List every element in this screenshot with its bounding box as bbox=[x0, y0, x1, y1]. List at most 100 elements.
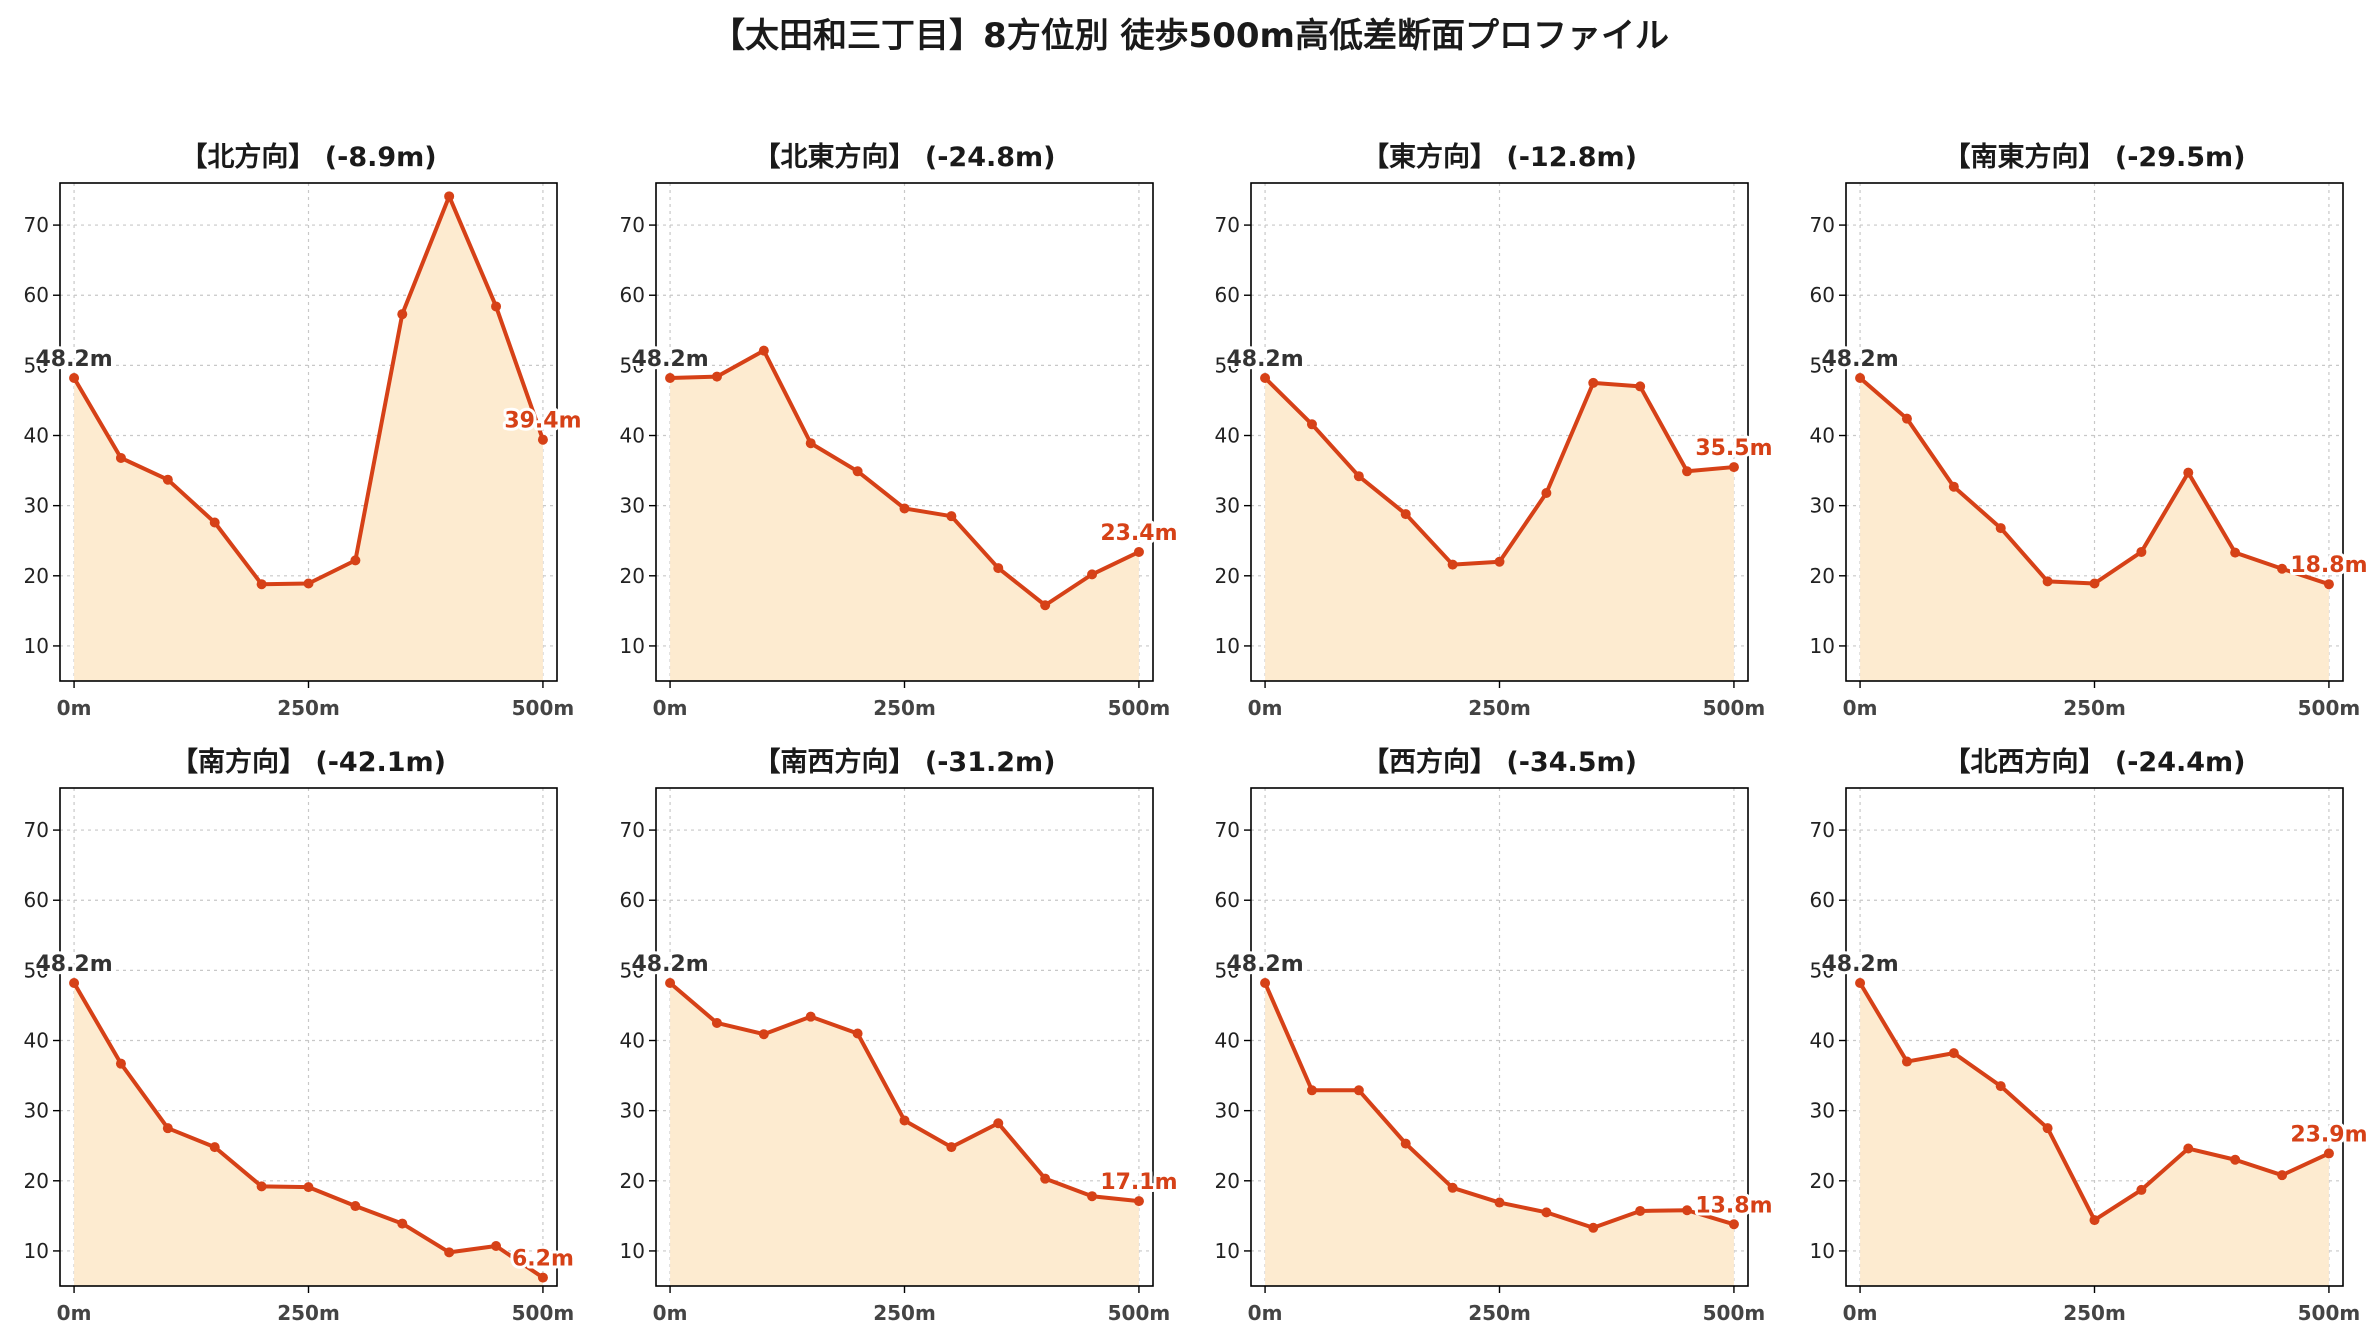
data-point bbox=[162, 474, 173, 485]
y-tick-label: 10 bbox=[620, 1239, 645, 1263]
x-tick-label: 0m bbox=[1843, 696, 1878, 720]
panel-title: 【北方向】 (-8.9m) bbox=[180, 141, 436, 173]
data-point bbox=[256, 1181, 267, 1192]
y-tick-label: 60 bbox=[24, 888, 49, 912]
data-point bbox=[1995, 523, 2006, 534]
data-point bbox=[1494, 556, 1505, 567]
data-point bbox=[1588, 377, 1599, 388]
area-fill bbox=[1265, 377, 1734, 681]
data-point bbox=[1260, 977, 1271, 988]
y-tick-label: 40 bbox=[620, 424, 645, 448]
data-point bbox=[303, 578, 314, 589]
x-tick-label: 0m bbox=[653, 1301, 688, 1325]
start-value-label: 48.2m bbox=[35, 952, 112, 977]
area-fill bbox=[670, 350, 1139, 681]
data-point bbox=[2230, 547, 2241, 558]
y-tick-label: 10 bbox=[1810, 634, 1835, 658]
area-fill bbox=[74, 982, 543, 1286]
data-point bbox=[2042, 576, 2053, 587]
y-tick-label: 70 bbox=[1215, 818, 1240, 842]
y-tick-label: 20 bbox=[24, 564, 49, 588]
area-fill bbox=[1265, 982, 1734, 1286]
data-point bbox=[758, 1029, 769, 1040]
y-tick-label: 70 bbox=[24, 213, 49, 237]
data-point bbox=[1306, 419, 1317, 430]
x-tick-label: 250m bbox=[1468, 696, 1531, 720]
x-tick-label: 500m bbox=[1108, 1301, 1171, 1325]
data-point bbox=[444, 1247, 455, 1258]
data-point bbox=[69, 977, 80, 988]
x-tick-label: 0m bbox=[1248, 696, 1283, 720]
y-tick-label: 30 bbox=[1215, 494, 1240, 518]
panel-title: 【北西方向】 (-24.4m) bbox=[1943, 746, 2245, 778]
data-point bbox=[665, 977, 676, 988]
end-value-label: 39.4m bbox=[504, 409, 581, 434]
data-point bbox=[1728, 1219, 1739, 1230]
data-point bbox=[1541, 1207, 1552, 1218]
data-point bbox=[1087, 1191, 1098, 1202]
x-tick-label: 250m bbox=[873, 1301, 936, 1325]
data-point bbox=[852, 466, 863, 477]
x-tick-label: 250m bbox=[2063, 696, 2126, 720]
area-fill bbox=[74, 196, 543, 681]
y-tick-label: 60 bbox=[1810, 888, 1835, 912]
y-tick-label: 70 bbox=[1810, 818, 1835, 842]
y-tick-label: 10 bbox=[24, 1239, 49, 1263]
y-tick-label: 50 bbox=[620, 353, 645, 377]
end-value-label: 6.2m bbox=[512, 1247, 574, 1272]
data-point bbox=[805, 438, 816, 449]
panel-1: 【北東方向】 (-24.8m) 10 20 30 40 50 60 70 0m 250m 500m 4… bbox=[620, 141, 1181, 720]
start-value-label: 48.2m bbox=[1821, 347, 1898, 372]
data-point bbox=[1728, 462, 1739, 473]
y-tick-label: 50 bbox=[24, 958, 49, 982]
data-point bbox=[665, 372, 676, 383]
data-point bbox=[1040, 1173, 1051, 1184]
y-tick-label: 60 bbox=[1215, 283, 1240, 307]
y-tick-label: 50 bbox=[1215, 958, 1240, 982]
start-value-label: 48.2m bbox=[1226, 952, 1303, 977]
y-tick-label: 50 bbox=[1810, 958, 1835, 982]
x-tick-label: 250m bbox=[277, 696, 340, 720]
data-point bbox=[2136, 1184, 2147, 1195]
y-tick-label: 70 bbox=[1215, 213, 1240, 237]
data-point bbox=[1682, 1205, 1693, 1216]
y-tick-label: 50 bbox=[1810, 353, 1835, 377]
y-tick-label: 10 bbox=[24, 634, 49, 658]
data-point bbox=[1901, 413, 1912, 424]
area-fill bbox=[1860, 982, 2329, 1286]
start-value-label: 48.2m bbox=[631, 952, 708, 977]
data-point bbox=[758, 345, 769, 356]
x-tick-label: 500m bbox=[1703, 1301, 1766, 1325]
panel-5: 【南西方向】 (-31.2m) 10 20 30 40 50 60 70 0m 250m 500m 4… bbox=[620, 746, 1181, 1325]
y-tick-label: 10 bbox=[620, 634, 645, 658]
data-point bbox=[115, 1058, 126, 1069]
y-tick-label: 40 bbox=[1810, 1029, 1835, 1053]
data-point bbox=[1541, 488, 1552, 499]
area-fill bbox=[670, 982, 1139, 1286]
y-tick-label: 20 bbox=[1215, 1169, 1240, 1193]
y-tick-label: 40 bbox=[1215, 1029, 1240, 1053]
y-tick-label: 30 bbox=[24, 1099, 49, 1123]
x-tick-label: 500m bbox=[512, 1301, 575, 1325]
data-point bbox=[2136, 546, 2147, 557]
panel-title: 【西方向】 (-34.5m) bbox=[1362, 746, 1637, 778]
data-point bbox=[1353, 471, 1364, 482]
data-point bbox=[946, 511, 957, 522]
panel-4: 【南方向】 (-42.1m) 10 20 30 40 50 60 70 0m 250m 500m 48… bbox=[24, 746, 577, 1325]
panel-title: 【南東方向】 (-29.5m) bbox=[1943, 141, 2245, 173]
data-point bbox=[209, 1142, 220, 1153]
x-tick-label: 500m bbox=[512, 696, 575, 720]
y-tick-label: 60 bbox=[620, 888, 645, 912]
data-point bbox=[303, 1182, 314, 1193]
end-value-label: 17.1m bbox=[1100, 1170, 1177, 1195]
y-tick-label: 70 bbox=[1810, 213, 1835, 237]
end-value-label: 18.8m bbox=[2290, 553, 2367, 578]
data-point bbox=[537, 1272, 548, 1283]
panel-2: 【東方向】 (-12.8m) 10 20 30 40 50 60 70 0m 250m 500m 48… bbox=[1215, 141, 1776, 720]
x-tick-label: 0m bbox=[1843, 1301, 1878, 1325]
data-point bbox=[1040, 600, 1051, 611]
data-point bbox=[1400, 1138, 1411, 1149]
y-tick-label: 40 bbox=[24, 424, 49, 448]
panel-title: 【東方向】 (-12.8m) bbox=[1362, 141, 1637, 173]
y-tick-label: 40 bbox=[1810, 424, 1835, 448]
